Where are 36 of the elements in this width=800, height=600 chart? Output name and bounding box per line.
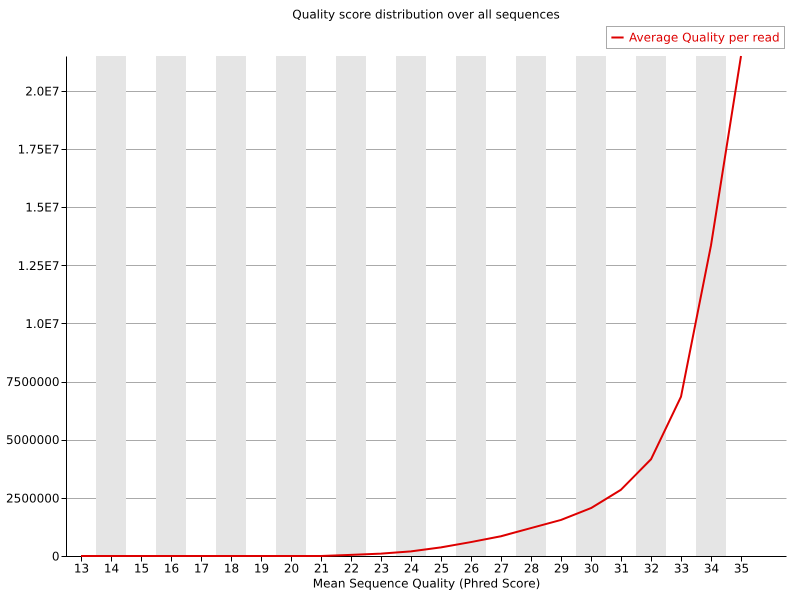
y-tick-label: 1.5E7 — [25, 200, 60, 215]
x-tick-label: 15 — [134, 562, 150, 576]
y-tick-label: 1.25E7 — [18, 258, 60, 273]
y-tick-label: 2.0E7 — [25, 84, 60, 98]
x-tick-label: 33 — [674, 562, 690, 576]
x-tick-label: 22 — [344, 562, 360, 576]
x-tick-label: 24 — [404, 562, 420, 576]
x-tick-label: 23 — [374, 562, 390, 576]
x-tick-label: 32 — [644, 562, 660, 576]
x-tick-label: 25 — [434, 562, 450, 576]
x-tick-label: 34 — [704, 562, 720, 576]
y-tick-label: 1.0E7 — [25, 316, 60, 331]
x-tick-label: 29 — [554, 562, 570, 576]
x-tick-label: 26 — [464, 562, 480, 576]
y-tick-label: 7500000 — [6, 375, 60, 390]
legend-label: Average Quality per read — [629, 30, 780, 44]
x-tick-label: 30 — [584, 562, 600, 576]
x-tick-label: 35 — [734, 562, 750, 576]
x-tick-label: 19 — [254, 562, 270, 576]
x-tick-label: 18 — [224, 562, 240, 576]
x-tick-label: 13 — [74, 562, 90, 576]
x-tick-label: 28 — [524, 562, 540, 576]
x-tick-label: 27 — [494, 562, 510, 576]
y-tick-label: 1.75E7 — [18, 142, 60, 157]
line-series — [80, 55, 742, 557]
y-tick-label: 0 — [52, 550, 60, 564]
x-tick-label: 14 — [104, 562, 120, 576]
chart-title: Quality score distribution over all sequences — [292, 8, 560, 22]
x-tick-label: 31 — [614, 562, 630, 576]
y-tick-label: 5000000 — [6, 433, 60, 448]
x-tick-label: 17 — [194, 562, 210, 576]
x-tick-label: 21 — [314, 562, 330, 576]
x-axis-title: Mean Sequence Quality (Phred Score) — [312, 576, 540, 590]
x-tick-label: 16 — [164, 562, 180, 576]
y-tick-label: 2500000 — [6, 491, 60, 506]
x-tick-label: 20 — [284, 562, 300, 576]
